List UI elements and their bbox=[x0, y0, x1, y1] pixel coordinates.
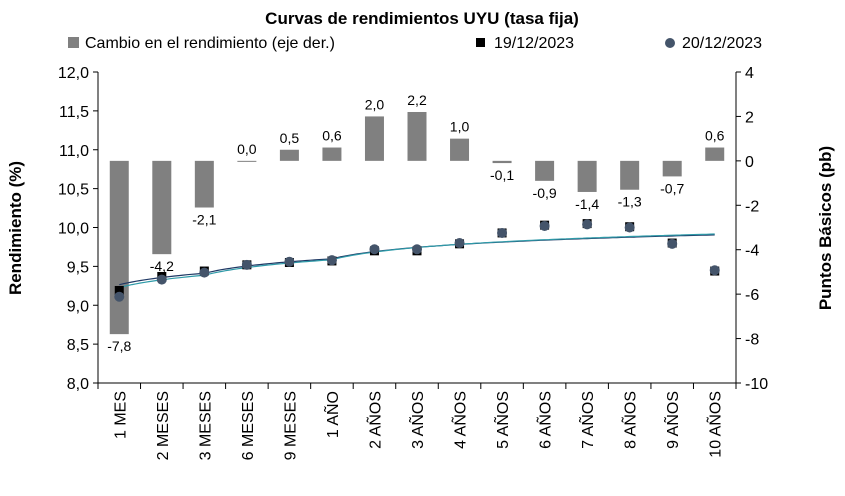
y2-tick-label: 2 bbox=[745, 109, 754, 126]
bar-data-label: -0,1 bbox=[490, 167, 514, 183]
point-series2 bbox=[326, 255, 337, 266]
point-series2 bbox=[369, 244, 380, 255]
x-tick-label: 3 AÑOS bbox=[407, 391, 427, 449]
x-tick-label: 1 AÑO bbox=[322, 391, 342, 438]
point-series2 bbox=[284, 256, 295, 267]
x-tick-label: 9 MESES bbox=[282, 391, 299, 460]
x-tick-label: 5 AÑOS bbox=[492, 391, 512, 449]
trend-line-series1 bbox=[119, 234, 715, 286]
legend-series2-label: 20/12/2023 bbox=[682, 35, 762, 52]
bar-data-label: -0,9 bbox=[533, 185, 557, 201]
y-tick-label: 8,5 bbox=[67, 337, 89, 354]
bar-data-label: -2,1 bbox=[192, 212, 216, 228]
y2-tick-label: 4 bbox=[745, 65, 754, 82]
y2-tick-label: -10 bbox=[745, 376, 768, 393]
bar bbox=[662, 160, 682, 177]
chart-title: Curvas de rendimientos UYU (tasa fija) bbox=[265, 9, 579, 28]
x-tick-label: 2 MESES bbox=[155, 391, 172, 460]
point-series2 bbox=[199, 267, 210, 278]
x-tick-label: 2 AÑOS bbox=[364, 391, 384, 449]
bar bbox=[620, 160, 640, 190]
bar-data-label: 0,6 bbox=[705, 128, 725, 144]
y2-tick-label: 0 bbox=[745, 154, 754, 171]
bar bbox=[492, 160, 512, 164]
x-tick-label: 10 AÑOS bbox=[705, 391, 725, 458]
x-tick-label: 8 AÑOS bbox=[620, 391, 640, 449]
bar-data-label: 2,2 bbox=[407, 92, 427, 108]
bar-data-label: -0,7 bbox=[660, 180, 684, 196]
y2-tick-label: -2 bbox=[745, 198, 759, 215]
bar-data-label: -4,2 bbox=[150, 258, 174, 274]
point-series2 bbox=[582, 219, 593, 230]
x-tick-label: 3 MESES bbox=[197, 391, 214, 460]
bar bbox=[535, 160, 555, 181]
point-series2 bbox=[667, 238, 678, 249]
legend: Cambio en el rendimiento (eje der.) 19/1… bbox=[68, 35, 762, 52]
bar bbox=[109, 160, 129, 335]
point-series2 bbox=[412, 244, 422, 255]
y-tick-label: 10,0 bbox=[58, 221, 89, 238]
bar bbox=[322, 147, 342, 161]
point-series2 bbox=[709, 265, 720, 276]
point-series2 bbox=[624, 222, 635, 233]
bar bbox=[364, 116, 384, 161]
y-tick-label: 9,5 bbox=[67, 259, 89, 276]
legend-series2-swatch bbox=[665, 38, 675, 48]
y2-axis-title: Puntos Básicos (pb) bbox=[816, 146, 835, 310]
x-tick-label: 1 MES bbox=[112, 391, 129, 439]
trend-line-series2 bbox=[119, 233, 715, 289]
y-tick-label: 10,5 bbox=[58, 182, 89, 199]
y2-tick-label: -4 bbox=[745, 243, 759, 260]
x-tick-label: 7 AÑOS bbox=[577, 391, 597, 449]
legend-bar-label: Cambio en el rendimiento (eje der.) bbox=[85, 35, 335, 52]
y2-tick-label: -6 bbox=[745, 287, 759, 304]
bar bbox=[152, 160, 172, 255]
bar bbox=[705, 147, 725, 161]
bar-data-label: 1,0 bbox=[450, 119, 470, 135]
legend-series1-swatch bbox=[476, 38, 485, 47]
point-series2 bbox=[539, 220, 550, 231]
x-tick-label: 6 AÑOS bbox=[535, 391, 555, 449]
point-series2 bbox=[497, 227, 508, 238]
point-series2 bbox=[156, 274, 167, 285]
bar-data-label: 2,0 bbox=[365, 96, 385, 112]
y-tick-label: 11,5 bbox=[59, 104, 89, 121]
y2-tick-label: -8 bbox=[745, 332, 759, 349]
bar bbox=[279, 149, 299, 161]
bar bbox=[407, 111, 427, 161]
bar bbox=[577, 160, 597, 192]
point-series2 bbox=[114, 291, 125, 302]
bar bbox=[237, 160, 257, 162]
point-series2 bbox=[241, 259, 252, 270]
bar-data-label: 0,5 bbox=[280, 130, 300, 146]
y-tick-label: 11,0 bbox=[59, 143, 89, 160]
x-tick-label: 9 AÑOS bbox=[662, 391, 682, 449]
y-axis-title: Rendimiento (%) bbox=[6, 161, 25, 295]
bar bbox=[194, 160, 214, 208]
bar-data-label: -7,8 bbox=[107, 338, 131, 354]
plot-area: 8,0 8,5 9,0 9,5 10,0 10,5 11,0 11,5 12,0 -10 -8 -6 -… bbox=[58, 65, 768, 460]
legend-bar-swatch bbox=[68, 37, 79, 48]
bar-data-label: 0,0 bbox=[237, 141, 257, 157]
bar-data-label: 0,6 bbox=[322, 128, 342, 144]
x-tick-label: 6 MESES bbox=[240, 391, 257, 460]
bar-data-label: -1,4 bbox=[575, 196, 599, 212]
y-tick-label: 9,0 bbox=[67, 298, 89, 315]
legend-series1-label: 19/12/2023 bbox=[494, 35, 574, 52]
y-tick-label: 8,0 bbox=[67, 376, 89, 393]
x-tick-label: 4 AÑOS bbox=[450, 391, 470, 449]
y-tick-label: 12,0 bbox=[58, 65, 89, 82]
bar bbox=[450, 138, 470, 161]
point-series1 bbox=[114, 285, 124, 295]
point-series2 bbox=[454, 238, 465, 249]
bar-data-label: -1,3 bbox=[618, 194, 642, 210]
